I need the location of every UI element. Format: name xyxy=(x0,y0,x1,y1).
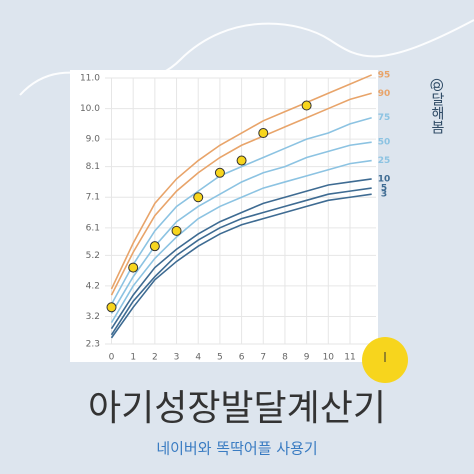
x-tick-label: 6 xyxy=(239,353,245,363)
y-tick-label: 8.1 xyxy=(86,162,100,172)
y-tick-label: 3.2 xyxy=(86,312,100,322)
x-tick-label: 11 xyxy=(344,353,355,363)
credit: @달해봄 xyxy=(429,78,445,134)
percentile-line xyxy=(110,178,372,330)
baby-point xyxy=(149,241,160,252)
y-tick-label: 6.1 xyxy=(86,223,100,233)
y-tick-label: 4.2 xyxy=(86,281,100,291)
percentile-line xyxy=(110,116,372,305)
series-label: 75 xyxy=(378,113,391,123)
percentile-line xyxy=(110,187,372,336)
percentile-line xyxy=(110,159,372,324)
percentile-line xyxy=(110,74,372,290)
x-tick-label: 5 xyxy=(217,353,223,363)
x-tick-label: 9 xyxy=(304,353,310,363)
percentile-line xyxy=(110,193,372,339)
page-title: 아기성장발달계산기 xyxy=(88,388,386,429)
baby-point xyxy=(128,262,139,273)
series-label: 90 xyxy=(378,89,391,99)
page-subtitle: 네이버와 똑딱어플 사용기 xyxy=(156,440,317,458)
x-tick-label: 1 xyxy=(130,353,136,363)
x-tick-label: 10 xyxy=(323,353,335,363)
x-tick-label: 3 xyxy=(174,353,180,363)
baby-point xyxy=(106,302,117,313)
decor-curve xyxy=(19,19,474,96)
x-tick-label: 4 xyxy=(195,353,201,363)
x-tick-label: 8 xyxy=(282,353,288,363)
series-label: 5 xyxy=(381,184,387,194)
x-tick-label: 0 xyxy=(109,353,115,363)
baby-point xyxy=(236,155,247,166)
y-tick-label: 11.0 xyxy=(80,74,100,84)
y-tick-label: 5.2 xyxy=(86,251,100,261)
baby-point xyxy=(301,100,312,111)
baby-point xyxy=(258,128,269,139)
baby-point xyxy=(171,225,182,236)
x-tick-label: 7 xyxy=(260,353,266,363)
baby-point xyxy=(193,192,204,203)
plot: 2.3 3.2 4.2 5.2 6.1 7.1 8.1 9.0 10.0 11.0 0 1 2 3 4 5 6 7… xyxy=(80,70,390,362)
series-label: 95 xyxy=(378,70,391,80)
y-tick-label: 10.0 xyxy=(80,104,100,114)
series-label: 25 xyxy=(378,156,391,166)
y-tick-label: 2.3 xyxy=(86,340,100,350)
baby-point xyxy=(214,167,225,178)
y-tick-label: 7.1 xyxy=(86,193,100,203)
series-label: 3 xyxy=(381,190,387,200)
chart-panel xyxy=(70,70,378,362)
series-label: 10 xyxy=(378,174,391,184)
y-tick-label: 9.0 xyxy=(86,135,101,145)
percentile-line xyxy=(110,92,372,296)
x-tick-label: 2 xyxy=(152,353,158,363)
series-label: 50 xyxy=(378,138,391,148)
